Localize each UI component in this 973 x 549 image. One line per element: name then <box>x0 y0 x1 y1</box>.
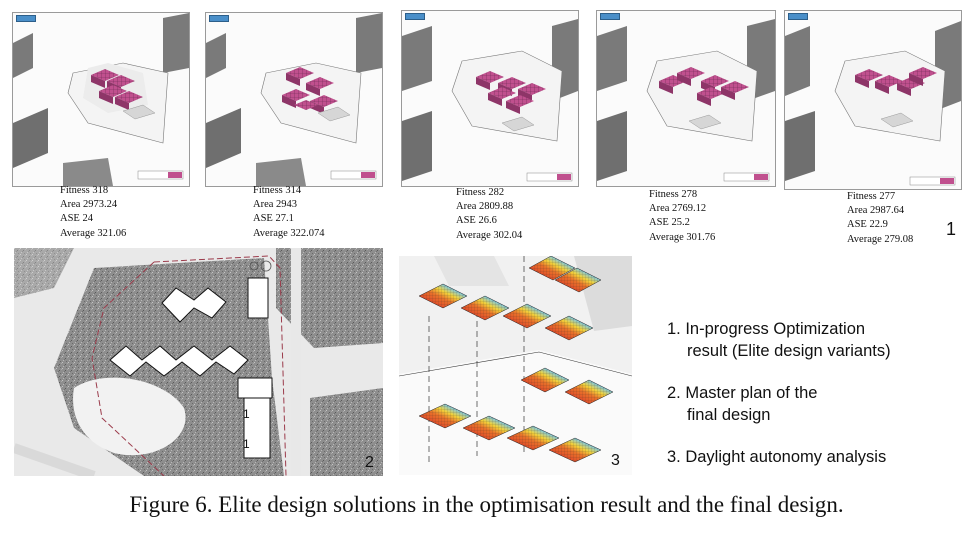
variant-thumbnail <box>401 10 579 187</box>
average-value: Average 302.04 <box>456 229 523 241</box>
legend-item-line: 1. In-progress Optimization <box>667 320 866 338</box>
viewport-tag <box>405 13 425 20</box>
massing-block-group <box>659 67 749 106</box>
lower-building-footprint <box>109 345 249 377</box>
variant-stats: Fitness 314 Area 2943 ASE 27.1 Average 3… <box>253 184 325 241</box>
variant-stats: Fitness 277 Area 2987.64 ASE 22.9 Averag… <box>847 190 913 247</box>
massing-block-group <box>282 67 338 114</box>
ground-heatmap-plates <box>418 367 614 463</box>
variant-stats: Fitness 282 Area 2809.88 ASE 26.6 Averag… <box>456 186 522 243</box>
average-value: Average 322.074 <box>253 227 325 239</box>
variant-massing-view <box>785 21 961 186</box>
fitness-value: Fitness 282 <box>456 187 505 198</box>
variant-massing-view <box>13 13 189 186</box>
ase-value: ASE 27.1 <box>253 213 294 225</box>
fitness-value: Fitness 314 <box>253 185 302 196</box>
variant-stats: Fitness 318 Area 2973.24 ASE 24 Average … <box>60 184 126 241</box>
svg-text:1: 1 <box>243 437 250 451</box>
legend-item: 3. Daylight autonomy analysis <box>667 446 967 468</box>
average-value: Average 301.76 <box>649 231 716 243</box>
master-plan-panel: 1 1 2 <box>14 248 383 476</box>
fitness-value: Fitness 278 <box>649 189 698 200</box>
figure-caption: Figure 6. Elite design solutions in the … <box>129 492 844 517</box>
variant-massing-view <box>206 13 382 186</box>
legend-item: 1. In-progress Optimization result (Elit… <box>667 318 967 362</box>
area-value: Area 2769.12 <box>649 203 707 215</box>
variant-stats: Fitness 278 Area 2769.12 ASE 25.2 Averag… <box>649 188 715 245</box>
fitness-value: Fitness 277 <box>847 191 896 202</box>
area-value: Area 2943 <box>253 199 298 211</box>
area-value: Area 2987.64 <box>847 205 905 217</box>
ase-value: ASE 24 <box>60 213 93 225</box>
massing-block-group <box>91 69 143 110</box>
ase-value: ASE 22.9 <box>847 219 888 231</box>
elevated-heatmap-plates <box>418 256 602 341</box>
area-value: Area 2973.24 <box>60 199 118 211</box>
daylight-analysis-panel: 3 <box>399 256 632 475</box>
massing-block-group <box>855 67 937 96</box>
daylight-analysis-view <box>399 256 632 475</box>
upper-building-footprint <box>161 287 227 323</box>
panel-number: 3 <box>611 452 620 469</box>
ase-value: ASE 26.6 <box>456 215 497 227</box>
variant-thumbnail <box>205 12 383 187</box>
average-value: Average 321.06 <box>60 227 127 239</box>
average-value: Average 279.08 <box>847 233 914 245</box>
fitness-value: Fitness 318 <box>60 185 109 196</box>
panel-number: 1 <box>946 219 957 239</box>
legend-item: 2. Master plan of the final design <box>667 382 967 426</box>
legend-item-line: 2. Master plan of the <box>667 384 818 402</box>
viewport-tag <box>209 15 229 22</box>
master-plan-drawing: 1 1 <box>14 248 383 476</box>
panel-number: 2 <box>365 454 374 471</box>
viewport-tag <box>600 13 620 20</box>
legend-item-line: result (Elite design variants) <box>687 342 891 360</box>
variant-thumbnail <box>12 12 190 187</box>
variant-massing-view <box>402 19 578 182</box>
variant-massing-view <box>597 19 775 182</box>
viewport-tag <box>16 15 36 22</box>
ase-value: ASE 25.2 <box>649 217 690 229</box>
area-value: Area 2809.88 <box>456 201 514 213</box>
svg-text:1: 1 <box>243 407 250 421</box>
legend-item-line: final design <box>687 406 771 424</box>
variant-thumbnail <box>784 10 962 190</box>
figure-legend: 1. In-progress Optimization result (Elit… <box>667 318 967 488</box>
massing-block-group <box>476 71 546 114</box>
legend-item-line: 3. Daylight autonomy analysis <box>667 448 887 466</box>
variant-thumbnail <box>596 10 776 187</box>
viewport-tag <box>788 13 808 20</box>
